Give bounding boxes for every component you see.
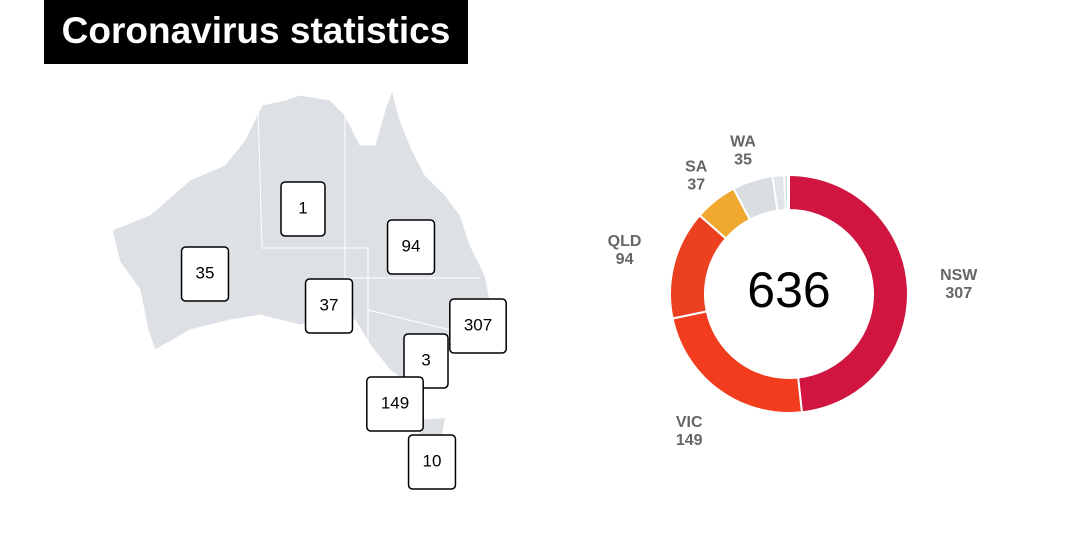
map-label: 149 [381,393,409,412]
segment-value: 307 [945,285,972,302]
segment-label: NSW [940,267,978,284]
donut-total: 636 [747,262,830,318]
donut-segment [671,310,804,414]
map-label: 307 [464,315,492,334]
map-label: 94 [402,236,421,255]
segment-label: VIC [676,414,703,431]
segment-label: WA [730,133,756,150]
segment-label: QLD [608,233,642,250]
map-label: 3 [421,350,430,369]
map-label: 35 [196,263,215,282]
donut-segment [786,173,790,212]
title: Coronavirus statistics [44,0,468,64]
segment-value: 149 [676,432,703,449]
map-label-box [180,246,230,302]
map-label-box [449,298,507,354]
map-label-box [366,376,424,432]
map-label-box [280,181,326,237]
map-label-box [304,278,354,334]
segment-label: SA [685,158,708,175]
map-label-box [403,333,449,389]
state-borders [257,104,480,345]
map-label-box [407,434,457,490]
donut-segment [788,173,909,414]
map-label-box [386,219,436,275]
segment-value: 35 [734,151,752,168]
map-label: 1 [298,198,307,217]
map-label: 10 [423,451,442,470]
segment-value: 37 [687,176,705,193]
australia-map [111,88,491,386]
segment-value: 94 [616,251,634,268]
map-label: 37 [320,295,339,314]
